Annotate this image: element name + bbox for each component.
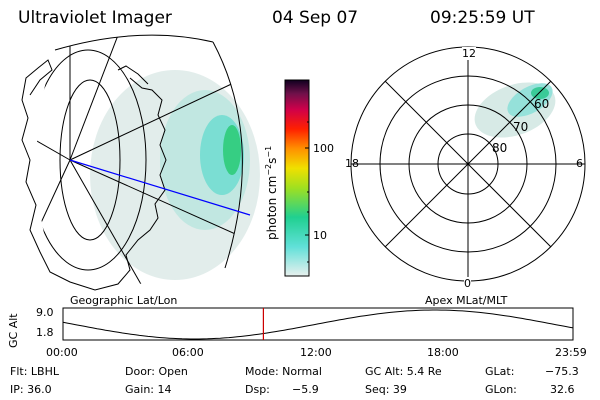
polar-caption: Apex MLat/MLT xyxy=(425,294,508,307)
polar-grid xyxy=(350,46,586,282)
mlt-label-18: 18 xyxy=(345,157,359,170)
color-scale xyxy=(284,79,310,277)
info-glat-label: GLat: xyxy=(485,365,515,378)
info-glon-label: GLon: xyxy=(485,383,517,396)
mlt-label-0: 0 xyxy=(464,277,471,290)
altitude-plot xyxy=(62,307,574,341)
info-mode: Mode: Normal xyxy=(245,365,322,378)
coastlines xyxy=(21,59,167,291)
colorbar-ticks xyxy=(305,121,309,263)
time-label: 09:25:59 UT xyxy=(430,8,535,28)
altitude-curve xyxy=(62,309,574,340)
altitude-xtick-0600: 06:00 xyxy=(172,346,204,359)
info-ip: IP: 36.0 xyxy=(10,383,52,396)
altitude-xtick-1800: 18:00 xyxy=(427,346,459,359)
info-dsp-value: −5.9 xyxy=(292,383,319,396)
altitude-xtick-2359: 23:59 xyxy=(555,346,587,359)
mlt-label-6: 6 xyxy=(576,157,583,170)
imager-title: Ultraviolet Imager xyxy=(18,8,172,28)
info-flt: Flt: LBHL xyxy=(10,365,59,378)
altitude-xtick-1200: 12:00 xyxy=(300,346,332,359)
mlat-label-70: 70 xyxy=(513,120,529,134)
aurora-haze xyxy=(90,70,260,280)
info-gain: Gain: 14 xyxy=(125,383,172,396)
map-outline xyxy=(54,34,243,269)
date-label: 04 Sep 07 xyxy=(272,8,359,28)
info-seq: Seq: 39 xyxy=(365,383,407,396)
info-glon-value: 32.6 xyxy=(550,383,575,396)
colorbar-tick-10: 10 xyxy=(313,229,327,242)
geographic-map xyxy=(21,34,260,291)
mlat-label-80: 80 xyxy=(492,141,508,155)
info-glat-value: −75.3 xyxy=(545,365,579,378)
orbit-track-line xyxy=(69,159,251,216)
info-dsp-label: Dsp: xyxy=(245,383,270,396)
altitude-ytick-9: 9.0 xyxy=(36,306,54,319)
altitude-ytick-1-8: 1.8 xyxy=(36,326,54,339)
colorbar-tick-100: 100 xyxy=(313,142,334,155)
mlt-label-12: 12 xyxy=(462,47,476,60)
altitude-xtick-0000: 00:00 xyxy=(46,346,78,359)
info-door: Door: Open xyxy=(125,365,188,378)
altitude-ylabel: GC Alt xyxy=(7,313,20,348)
info-gc-alt: GC Alt: 5.4 Re xyxy=(365,365,442,378)
polar-plot xyxy=(350,46,586,282)
colorbar-label: photon cm−2s−1 xyxy=(264,145,279,240)
map-caption: Geographic Lat/Lon xyxy=(70,294,178,307)
mlat-label-60: 60 xyxy=(534,97,550,111)
